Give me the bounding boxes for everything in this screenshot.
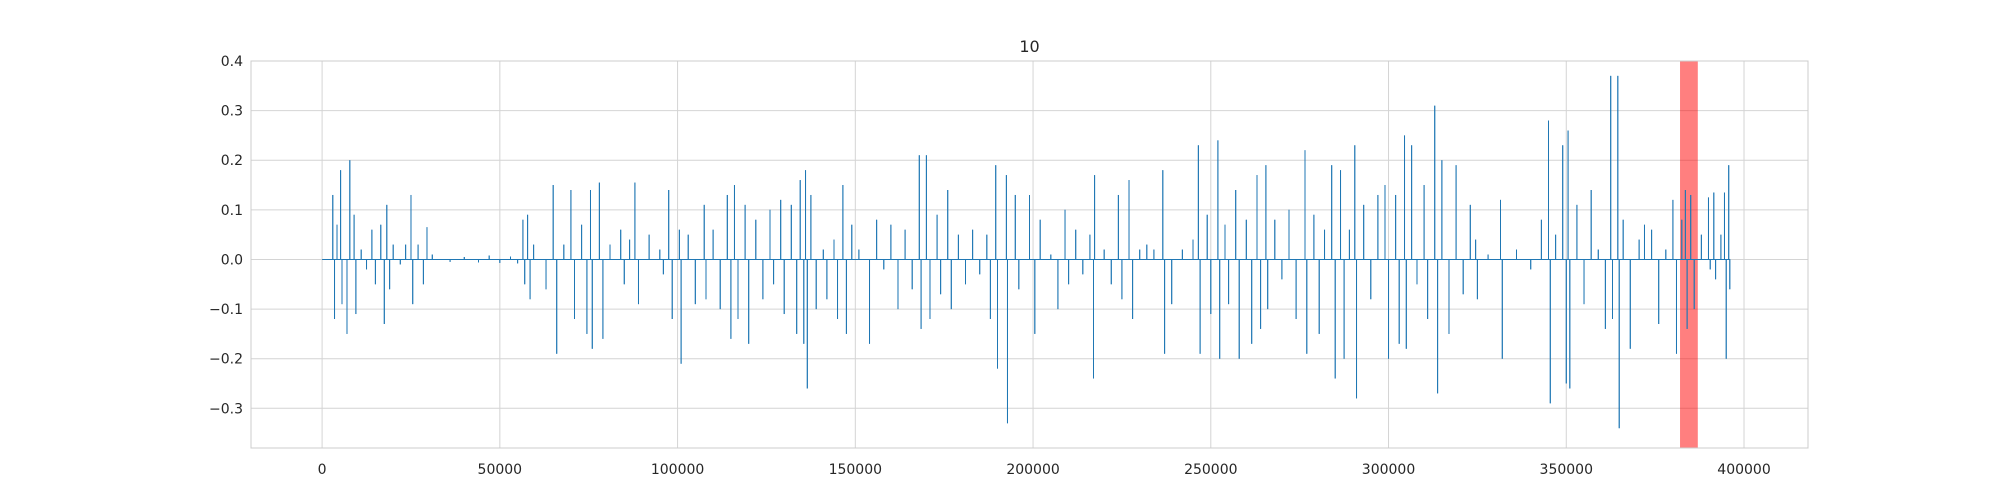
x-tick-label: 0 — [318, 462, 327, 478]
y-axis: 0.4 0.3 0.2 0.1 0.0 −0.1 −0.2 −0.3 — [209, 54, 243, 417]
x-tick-label: 400000 — [1717, 462, 1770, 478]
highlight-region — [1680, 61, 1698, 448]
x-tick-label: 50000 — [478, 462, 523, 478]
signal-layer — [322, 75, 1731, 429]
y-tick-label: −0.1 — [209, 302, 243, 318]
highlight-region-layer — [1680, 61, 1698, 448]
x-tick-label: 100000 — [651, 462, 704, 478]
plot-frame — [250, 60, 1809, 449]
x-tick-label: 200000 — [1006, 462, 1059, 478]
y-tick-label: −0.2 — [209, 352, 243, 368]
x-tick-label: 150000 — [829, 462, 882, 478]
y-tick-label: −0.3 — [209, 401, 243, 417]
y-tick-label: 0.2 — [221, 153, 243, 169]
y-tick-label: 0.4 — [221, 54, 243, 70]
y-tick-label: 0.0 — [221, 252, 243, 268]
x-tick-label: 350000 — [1540, 462, 1593, 478]
y-tick-label: 0.1 — [221, 203, 243, 219]
y-tick-label: 0.3 — [221, 104, 243, 120]
chart-title: 10 — [1019, 37, 1039, 56]
x-tick-label: 300000 — [1362, 462, 1415, 478]
x-tick-label: 250000 — [1184, 462, 1237, 478]
x-axis: 0 50000 100000 150000 200000 250000 300000 3500… — [318, 462, 1771, 478]
